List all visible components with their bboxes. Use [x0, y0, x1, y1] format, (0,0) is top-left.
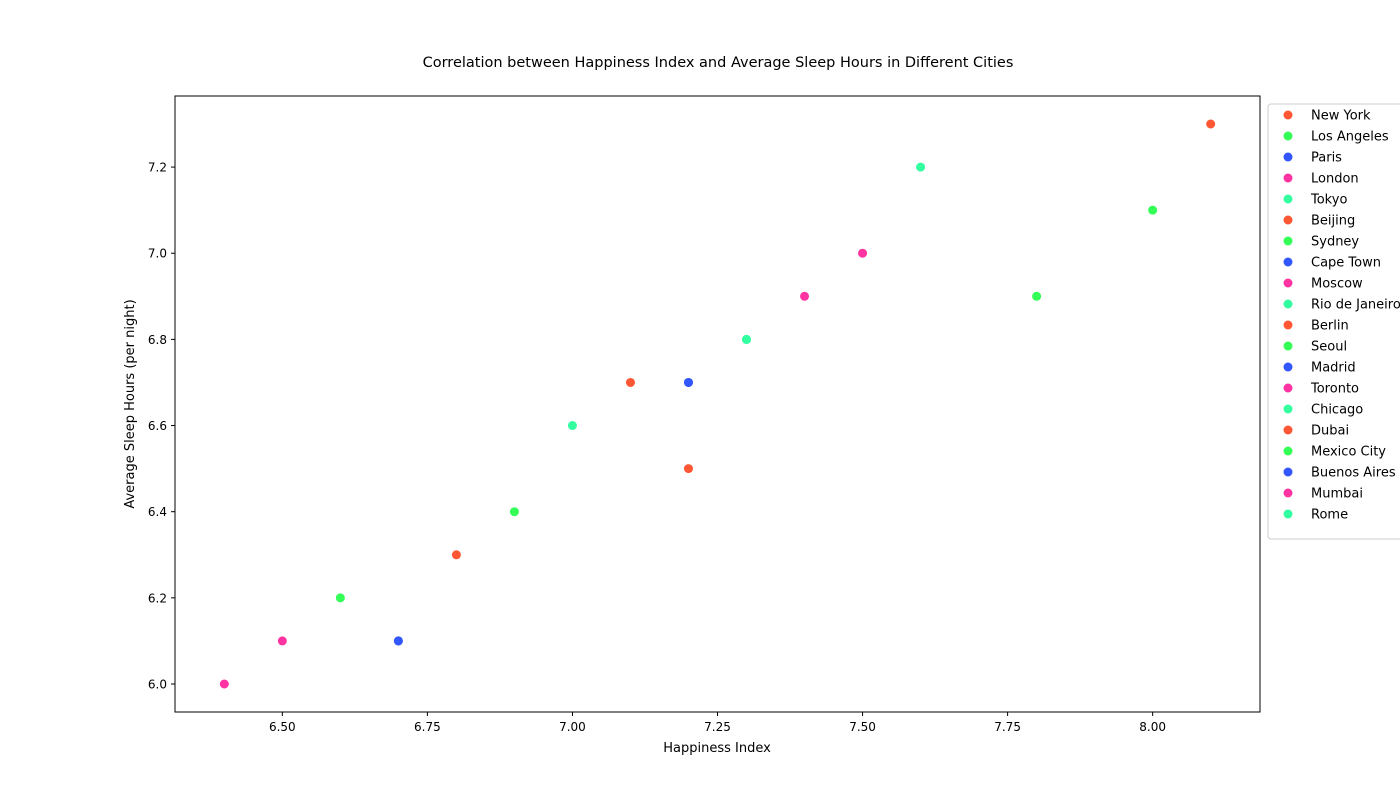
data-point: [1032, 291, 1042, 301]
x-tick-label: 7.50: [849, 720, 876, 734]
plot-frame: [174, 95, 1261, 713]
data-point: [1148, 205, 1158, 215]
legend-label: Cape Town: [1311, 256, 1381, 271]
data-point: [1206, 119, 1216, 129]
legend-label: Rio de Janeiro: [1311, 298, 1400, 313]
legend-label: New York: [1311, 109, 1371, 124]
data-point: [335, 593, 345, 603]
legend-label: Mexico City: [1311, 445, 1386, 460]
legend-marker: [1283, 362, 1293, 372]
legend-marker: [1283, 341, 1293, 351]
x-axis-label: Happiness Index: [663, 741, 771, 756]
legend-label: London: [1311, 172, 1359, 187]
legend-label: Buenos Aires: [1311, 466, 1396, 481]
legend-label: Paris: [1311, 151, 1342, 166]
x-tick-label: 7.00: [559, 720, 586, 734]
legend-label: Sydney: [1311, 235, 1359, 250]
y-tick-label: 7.0: [148, 247, 167, 261]
y-tick-label: 7.2: [148, 161, 167, 175]
legend-marker: [1283, 278, 1293, 288]
legend-label: Toronto: [1310, 382, 1359, 397]
legend-label: Los Angeles: [1311, 130, 1389, 145]
legend-marker: [1283, 299, 1293, 309]
legend-marker: [1283, 446, 1293, 456]
legend-label: Chicago: [1311, 403, 1363, 418]
x-tick-label: 7.25: [704, 720, 731, 734]
legend-marker: [1283, 425, 1293, 435]
data-point: [916, 162, 926, 172]
data-point: [858, 248, 868, 258]
chart-title: Correlation between Happiness Index and …: [423, 55, 1014, 71]
plot-points: [219, 119, 1216, 689]
legend-marker: [1283, 383, 1293, 393]
y-tick-label: 6.0: [148, 678, 167, 692]
data-point: [625, 377, 635, 387]
legend-marker: [1283, 173, 1293, 183]
legend-label: Berlin: [1311, 319, 1349, 334]
legend-marker: [1283, 467, 1293, 477]
legend-label: Madrid: [1311, 361, 1356, 376]
x-tick-label: 7.75: [994, 720, 1021, 734]
legend-label: Beijing: [1311, 214, 1355, 229]
x-tick-label: 8.00: [1139, 720, 1166, 734]
legend-marker: [1283, 257, 1293, 267]
data-point: [509, 507, 519, 517]
legend-marker: [1283, 194, 1293, 204]
data-point: [567, 421, 577, 431]
legend-label: Rome: [1311, 508, 1348, 523]
legend-label: Dubai: [1311, 424, 1349, 439]
legend-marker: [1283, 131, 1293, 141]
y-tick-label: 6.2: [148, 591, 167, 605]
x-tick-label: 6.75: [414, 720, 441, 734]
legend-label: Moscow: [1311, 277, 1363, 292]
x-tick-label: 6.50: [269, 720, 296, 734]
data-point: [683, 464, 693, 474]
data-point: [742, 334, 752, 344]
x-axis: 6.50 6.75 7.00 7.25 7.50 7.75 8.00: [269, 712, 1166, 734]
legend-box: [1267, 103, 1400, 540]
legend-marker: [1283, 215, 1293, 225]
data-point: [277, 636, 287, 646]
data-point: [219, 679, 229, 689]
legend-label: Tokyo: [1310, 193, 1347, 208]
legend-marker: [1283, 320, 1293, 330]
legend-marker: [1283, 110, 1293, 120]
legend-label: Mumbai: [1311, 487, 1363, 502]
data-point: [451, 550, 461, 560]
data-point: [683, 377, 693, 387]
legend-marker: [1283, 509, 1293, 519]
legend-label: Seoul: [1311, 340, 1347, 355]
y-tick-label: 6.8: [148, 333, 167, 347]
data-point: [393, 636, 403, 646]
y-axis: 6.0 6.2 6.4 6.6 6.8 7.0 7.2: [148, 161, 175, 692]
legend-marker: [1283, 488, 1293, 498]
y-tick-label: 6.4: [148, 505, 167, 519]
legend-marker: [1283, 236, 1293, 246]
y-tick-label: 6.6: [148, 419, 167, 433]
legend-marker: [1283, 404, 1293, 414]
y-axis-label: Average Sleep Hours (per night): [123, 299, 138, 508]
data-point: [800, 291, 810, 301]
legend: New York Los Angeles Paris London Tokyo Beiji…: [1267, 103, 1400, 540]
legend-marker: [1283, 152, 1293, 162]
